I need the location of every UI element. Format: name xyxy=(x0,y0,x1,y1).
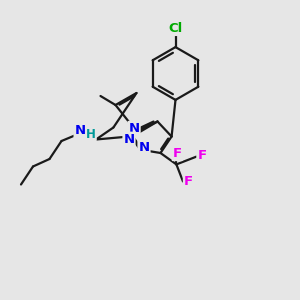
Text: F: F xyxy=(173,147,182,160)
Text: N: N xyxy=(74,124,86,137)
Text: N: N xyxy=(123,133,135,146)
Text: N: N xyxy=(128,122,140,135)
Text: F: F xyxy=(197,148,206,162)
Text: N: N xyxy=(138,141,150,154)
Text: H: H xyxy=(86,128,96,141)
Text: Cl: Cl xyxy=(168,22,183,35)
Text: F: F xyxy=(184,175,193,188)
